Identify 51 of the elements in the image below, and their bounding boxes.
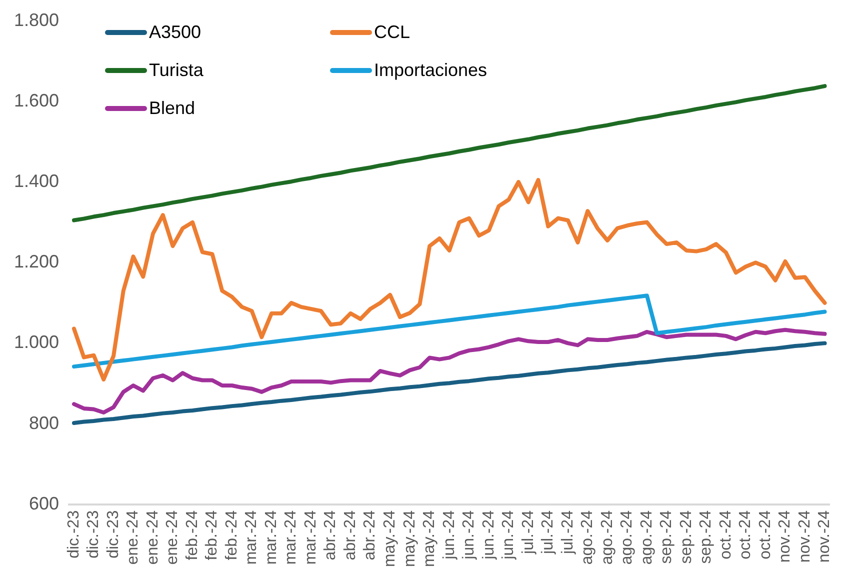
x-tick-label: dic.-23 [104,510,122,558]
y-tick-label: 1.800 [14,10,60,30]
y-tick-label: 600 [28,493,60,514]
x-tick-label: ago.-24 [579,510,596,565]
x-tick-label: sep.-24 [678,510,695,564]
x-tick-label: ago.-24 [618,510,636,565]
x-tick-label: dic.-23 [85,510,102,558]
legend-label: CCL [374,22,410,42]
x-tick-label: sep.-24 [698,510,715,564]
x-tick-label: abr.-24 [342,510,359,560]
x-tick-label: mar.-24 [262,510,280,565]
x-tick-label: jul.-24 [540,510,557,555]
x-tick-label: mar.-24 [243,510,260,565]
legend-label: A3500 [149,22,202,42]
x-tick-label: oct.-24 [717,510,734,560]
x-tick-label: jun.-24 [440,510,458,560]
legend-label: Importaciones [374,60,488,80]
legend-label: Turista [149,60,204,80]
x-tick-label: nov.-24 [796,510,814,563]
x-tick-label: abr.-24 [362,510,379,560]
x-tick-label: jun.-24 [460,510,478,560]
y-tick-label: 1.400 [14,170,60,191]
x-tick-label: oct.-24 [756,510,774,560]
x-tick-label: oct.-24 [737,510,754,560]
legend-label: Blend [149,98,196,118]
x-tick-label: jul.-24 [520,510,537,555]
x-tick-label: ago.-24 [598,510,616,565]
x-tick-label: feb.-24 [223,510,240,560]
x-tick-label: abr.-24 [322,510,340,560]
y-tick-label: 800 [28,412,60,433]
x-tick-label: dic.-23 [65,510,82,558]
x-tick-label: jun.-24 [500,510,518,560]
y-tick-label: 1.000 [14,332,60,352]
x-tick-label: may.-24 [401,510,418,567]
x-tick-label: sep.-24 [658,510,676,564]
x-tick-label: feb.-24 [184,510,201,560]
x-tick-label: jul.-24 [559,510,576,555]
x-tick-label: ene.-24 [144,510,162,565]
x-tick-label: mar.-24 [302,510,320,565]
y-tick-label: 1.600 [14,90,60,110]
x-tick-label: feb.-24 [204,510,221,560]
x-tick-label: ago.-24 [638,510,656,565]
x-tick-label: may.-24 [382,510,398,567]
x-tick-label: mar.-24 [282,510,300,565]
x-tick-label: may.-24 [421,510,438,567]
x-tick-label: jun.-24 [480,510,498,560]
y-tick-label: 1.200 [14,252,60,272]
x-tick-label: ene.-24 [164,510,182,565]
x-tick-label: nov.-24 [776,510,794,563]
x-tick-label: ene.-24 [124,510,142,565]
x-tick-label: nov.-24 [816,510,834,563]
